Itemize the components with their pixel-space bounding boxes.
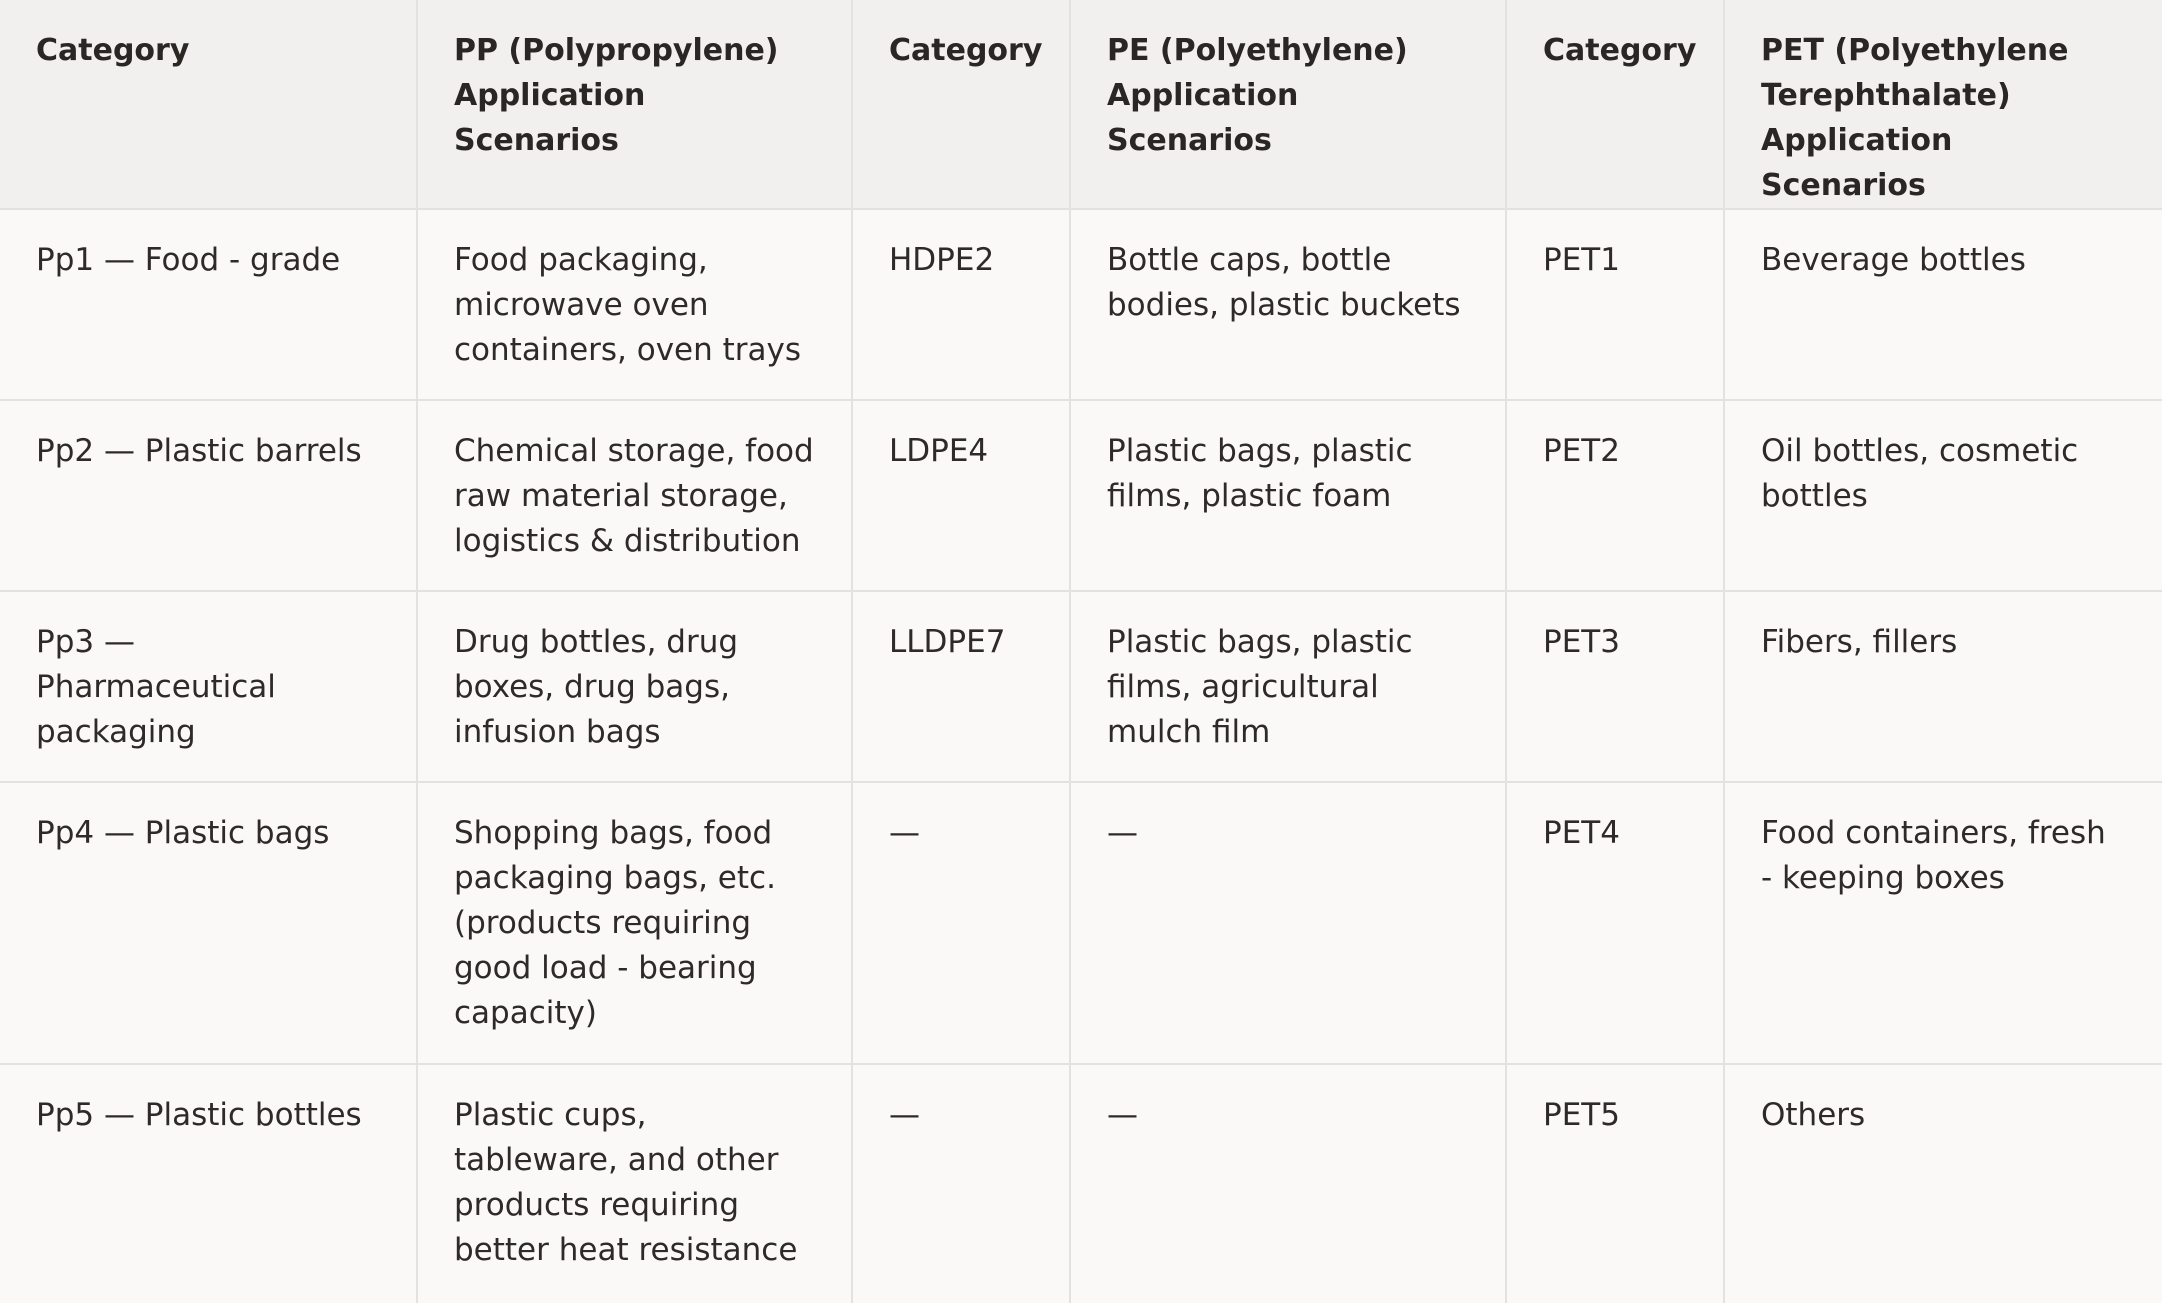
cell-pe-applications: Plastic bags, plastic films, plastic foa… bbox=[1070, 400, 1507, 592]
cell-pp-category: Pp4 — Plastic bags bbox=[0, 782, 418, 1065]
header-pe-applications: PE (Polyethylene) Application Scenarios bbox=[1070, 0, 1507, 210]
cell-pp-applications: Shopping bags, food packaging bags, etc.… bbox=[417, 782, 853, 1065]
header-category-pp: Category bbox=[0, 0, 418, 210]
cell-pp-category: Pp5 — Plastic bottles bbox=[0, 1064, 418, 1303]
table-row: Pp1 — Food - grade Food packaging, micro… bbox=[0, 209, 2162, 401]
cell-pp-applications: Plastic cups, tableware, and other produ… bbox=[417, 1064, 853, 1303]
cell-pp-applications: Drug bottles, drug boxes, drug bags, inf… bbox=[417, 591, 853, 783]
cell-pet-applications: Others bbox=[1761, 1097, 1866, 1133]
cell-pet-category: PET3 bbox=[1506, 591, 1725, 783]
table-row: Pp5 — Plastic bottles Plastic cups, tabl… bbox=[0, 1064, 2162, 1303]
cell-pp-applications: Food packaging, microwave oven container… bbox=[417, 209, 853, 401]
header-category-pe: Category bbox=[852, 0, 1071, 210]
cell-pe-applications: Plastic bags, plastic films, agricultura… bbox=[1070, 591, 1507, 783]
cell-pe-category: LDPE4 bbox=[852, 400, 1071, 592]
cell-pe-applications: — bbox=[1070, 1064, 1507, 1303]
cell-pet-applications: Oil bottles, cosmetic bottles bbox=[1724, 400, 2162, 592]
cell-pe-applications: — bbox=[1070, 782, 1507, 1065]
table-row: Pp3 — Pharmaceutical packaging Drug bott… bbox=[0, 591, 2162, 783]
table-row: Pp4 — Plastic bags Shopping bags, food p… bbox=[0, 782, 2162, 1065]
cell-pet-category: PET1 bbox=[1506, 209, 1725, 401]
cell-pe-category: HDPE2 bbox=[852, 209, 1071, 401]
header-pet-applications: PET (Polyethylene Terephthalate) Applica… bbox=[1724, 0, 2162, 210]
header-row: Category PP (Polypropylene) Application … bbox=[0, 0, 2162, 210]
cell-pet-applications: Fibers, fillers bbox=[1724, 591, 2162, 783]
cell-pet-category: PET2 bbox=[1506, 400, 1725, 592]
cell-pe-category: — bbox=[852, 1064, 1071, 1303]
cell-pe-category: LLDPE7 bbox=[852, 591, 1071, 783]
cell-pe-applications: Bottle caps, bottle bodies, plastic buck… bbox=[1070, 209, 1507, 401]
cell-pet-applications: Beverage bottles bbox=[1724, 209, 2162, 401]
cell-pp-category: Pp1 — Food - grade bbox=[0, 209, 418, 401]
header-pp-applications: PP (Polypropylene) Application Scenarios bbox=[417, 0, 853, 210]
cell-pet-category: PET5 bbox=[1506, 1064, 1725, 1303]
table-row: Pp2 — Plastic barrels Chemical storage, … bbox=[0, 400, 2162, 592]
table-body: Pp1 — Food - grade Food packaging, micro… bbox=[0, 209, 2162, 1303]
header-category-pet: Category bbox=[1506, 0, 1725, 210]
cell-pp-category: Pp2 — Plastic barrels bbox=[0, 400, 418, 592]
cell-pp-applications: Chemical storage, food raw material stor… bbox=[417, 400, 853, 592]
cell-pet-applications: Food containers, fresh - keeping boxes bbox=[1724, 782, 2162, 1065]
cell-pet-category: PET4 bbox=[1506, 782, 1725, 1065]
cell-pp-category: Pp3 — Pharmaceutical packaging bbox=[0, 591, 418, 783]
cell-pe-category: — bbox=[852, 782, 1071, 1065]
table-header: Category PP (Polypropylene) Application … bbox=[0, 0, 2162, 210]
